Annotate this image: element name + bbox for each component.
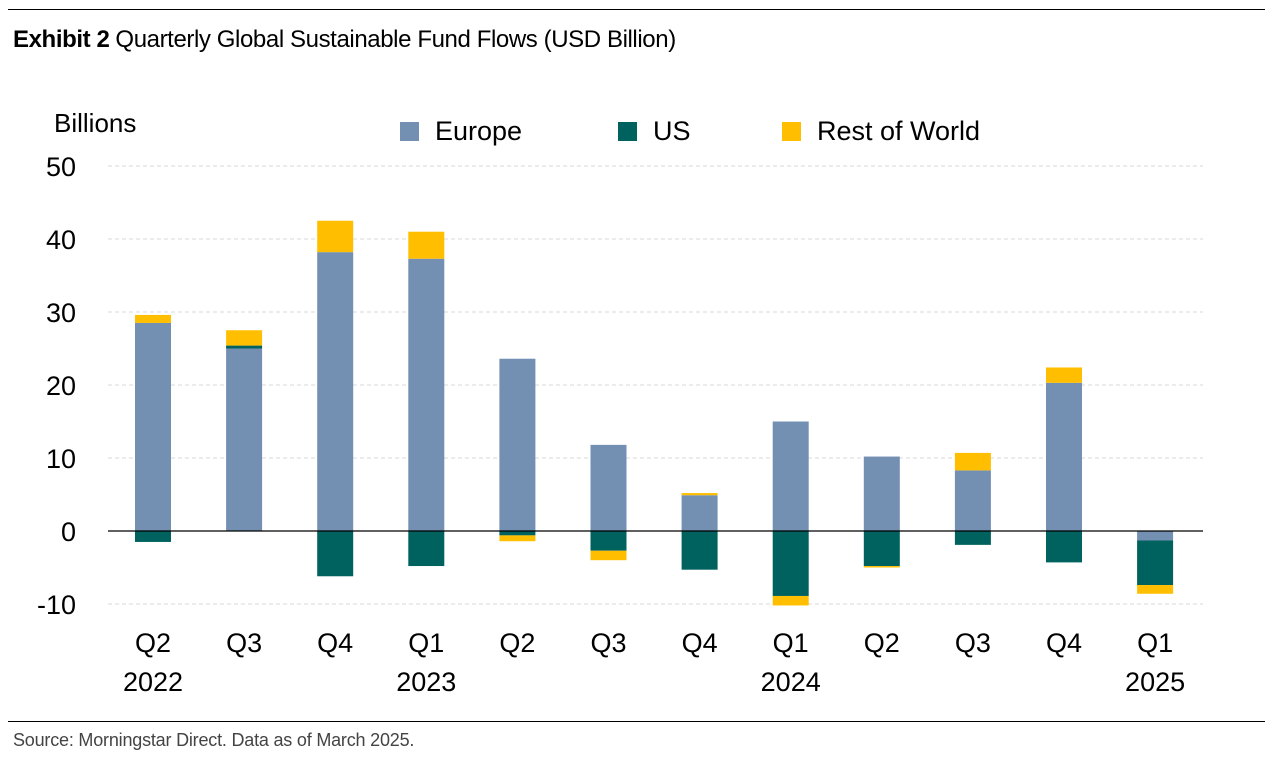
bar-us-q3-2024 — [954, 531, 991, 545]
x-tick-label-quarter: Q1 — [408, 628, 444, 658]
x-tick-label-year: 2025 — [1125, 667, 1185, 697]
y-axis-label: Billions — [54, 108, 137, 138]
bar-row-q2-2023 — [499, 535, 536, 542]
bar-row-q3-2023 — [590, 550, 627, 561]
bar-europe-q1-2025 — [1137, 531, 1174, 541]
legend-swatch-europe — [400, 122, 419, 141]
bar-us-q1-2025 — [1137, 540, 1174, 586]
bar-row-q1-2024 — [772, 595, 809, 606]
bar-europe-q3-2022 — [226, 348, 263, 531]
bar-europe-q1-2023 — [408, 258, 445, 531]
bar-row-q1-2025 — [1137, 585, 1174, 594]
x-tick-label-quarter: Q2 — [499, 628, 535, 658]
x-tick-label-quarter: Q1 — [1137, 628, 1173, 658]
bar-europe-q4-2022 — [317, 252, 354, 531]
y-tick-label: 40 — [46, 225, 76, 255]
bar-us-q2-2022 — [135, 531, 171, 542]
legend-label-rest-of-world: Rest of World — [817, 116, 981, 146]
bar-row-q2-2022 — [135, 314, 171, 323]
bar-row-q4-2024 — [1046, 367, 1082, 383]
bar-row-q4-2023 — [681, 493, 718, 496]
y-tick-label: 10 — [46, 444, 76, 474]
bar-europe-q3-2023 — [590, 444, 627, 531]
bar-us-q4-2023 — [681, 531, 718, 570]
bar-europe-q4-2023 — [681, 495, 718, 531]
legend-label-europe: Europe — [435, 116, 523, 146]
bar-row-q1-2023 — [408, 231, 445, 259]
bar-us-q2-2023 — [499, 531, 536, 536]
bar-us-q3-2022 — [226, 345, 263, 349]
x-tick-label-year: 2024 — [761, 667, 821, 697]
x-tick-label-quarter: Q4 — [682, 628, 718, 658]
x-tick-label-quarter: Q4 — [1046, 628, 1082, 658]
bar-europe-q1-2024 — [772, 421, 809, 531]
exhibit-label: Exhibit 2 — [13, 26, 110, 53]
bar-europe-q3-2024 — [954, 470, 991, 531]
bar-us-q1-2024 — [772, 531, 809, 596]
bar-europe-q4-2024 — [1046, 382, 1082, 531]
bar-europe-q2-2023 — [499, 358, 536, 531]
legend-item-us: US — [618, 116, 691, 147]
x-tick-label-quarter: Q3 — [955, 628, 991, 658]
bar-us-q3-2023 — [590, 531, 627, 551]
y-tick-label: 50 — [46, 152, 76, 182]
y-tick-label: 30 — [46, 298, 76, 328]
bar-europe-q2-2022 — [135, 322, 171, 531]
bar-row-q4-2022 — [317, 220, 354, 253]
y-tick-label: -10 — [37, 590, 76, 620]
x-tick-label-quarter: Q2 — [135, 628, 171, 658]
top-rule — [8, 9, 1265, 10]
x-tick-label-quarter: Q2 — [864, 628, 900, 658]
chart-title: Exhibit 2 Quarterly Global Sustainable Fu… — [13, 26, 676, 54]
bar-europe-q2-2024 — [863, 456, 900, 531]
x-tick-label-quarter: Q3 — [226, 628, 262, 658]
source-note: Source: Morningstar Direct. Data as of M… — [13, 730, 415, 750]
bar-row-q3-2022 — [226, 330, 263, 346]
bottom-rule — [8, 721, 1265, 722]
legend-item-rest-of-world: Rest of World — [782, 116, 980, 147]
bar-us-q4-2022 — [317, 531, 354, 577]
bar-row-q2-2024 — [863, 566, 900, 568]
bar-us-q2-2024 — [863, 531, 900, 567]
x-tick-label-year: 2022 — [123, 667, 183, 697]
bar-us-q1-2023 — [408, 531, 445, 567]
x-tick-label-quarter: Q1 — [773, 628, 809, 658]
x-tick-label-quarter: Q4 — [317, 628, 353, 658]
bar-row-q3-2024 — [954, 452, 991, 471]
legend-label-us: US — [653, 116, 691, 146]
exhibit-title: Quarterly Global Sustainable Fund Flows … — [115, 26, 676, 53]
x-tick-label-quarter: Q3 — [590, 628, 626, 658]
legend-item-europe: Europe — [400, 116, 522, 147]
bar-us-q4-2024 — [1046, 531, 1082, 563]
y-tick-label: 20 — [46, 371, 76, 401]
y-tick-label: 0 — [61, 517, 76, 547]
legend-swatch-us — [618, 122, 637, 141]
x-tick-label-year: 2023 — [396, 667, 456, 697]
legend-swatch-rest-of-world — [782, 122, 801, 141]
